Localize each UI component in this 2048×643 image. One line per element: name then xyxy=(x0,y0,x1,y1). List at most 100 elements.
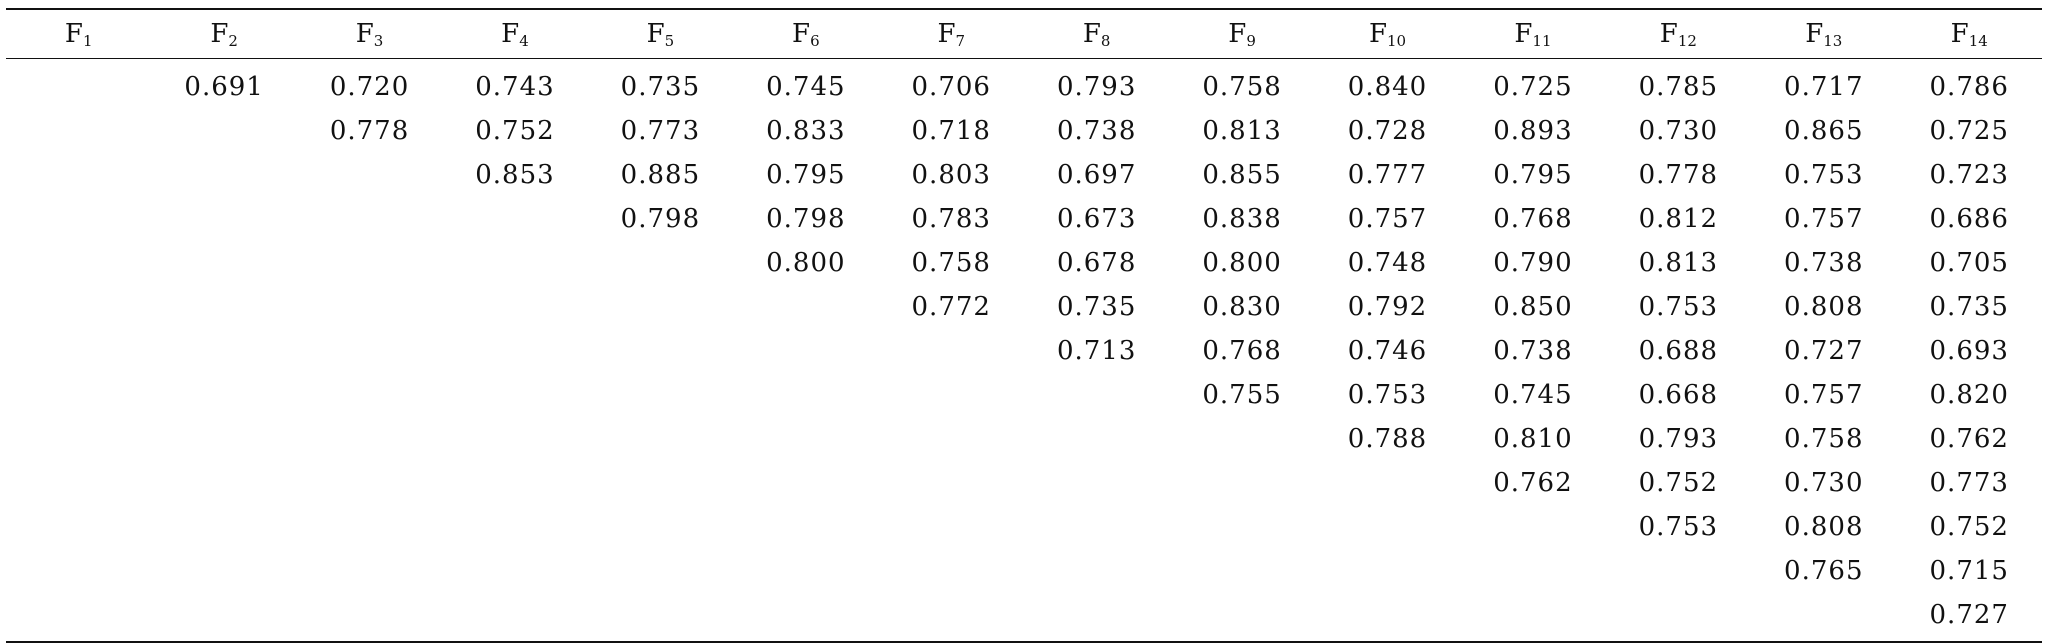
table-cell: 0.758 xyxy=(1784,424,1864,454)
table-cell: 0.725 xyxy=(1929,116,2009,146)
table-cell xyxy=(1169,461,1314,505)
header-row: F1 F2 F3 F4 F5 F6 F7 F8 F9 F10 F11 F12 F13 F14 xyxy=(6,9,2042,59)
table-cell: 0.715 xyxy=(1929,556,2009,586)
table-cell: 0.705 xyxy=(1929,248,2009,278)
table-cell xyxy=(6,153,151,197)
table-cell: 0.762 xyxy=(1929,424,2009,454)
table-cell: 0.783 xyxy=(911,204,991,234)
table-cell xyxy=(588,285,733,329)
table-cell xyxy=(588,241,733,285)
table-cell xyxy=(733,461,878,505)
table-cell xyxy=(879,461,1024,505)
table-cell xyxy=(297,593,442,642)
column-header: F12 xyxy=(1606,9,1751,59)
table-cell xyxy=(442,549,587,593)
table-cell xyxy=(151,593,296,642)
table-cell: 0.850 xyxy=(1493,292,1573,322)
table-cell xyxy=(1169,549,1314,593)
table-cell xyxy=(151,109,296,153)
table-cell: 0.753 xyxy=(1347,380,1428,410)
table-cell: 0.865 xyxy=(1784,116,1864,146)
table-cell xyxy=(1460,505,1605,549)
table-row: 0.800 0.758 0.678 0.800 0.748 0.790 0.813 0.738… xyxy=(6,241,2042,285)
table-cell: 0.813 xyxy=(1638,248,1719,278)
table-cell: 0.758 xyxy=(911,248,991,278)
table-cell xyxy=(1751,593,1896,642)
table-cell: 0.713 xyxy=(1056,336,1137,366)
column-header: F8 xyxy=(1024,9,1169,59)
table-cell xyxy=(1315,549,1460,593)
table-cell xyxy=(1169,505,1314,549)
table-cell xyxy=(297,549,442,593)
column-header-subscript: 10 xyxy=(1386,32,1407,50)
column-header-letter: F xyxy=(501,19,520,49)
table-cell xyxy=(879,505,1024,549)
table-cell xyxy=(151,241,296,285)
table-cell: 0.693 xyxy=(1929,336,2009,366)
table-cell xyxy=(151,461,296,505)
table-cell: 0.748 xyxy=(1347,248,1428,278)
table-cell xyxy=(6,417,151,461)
table-cell xyxy=(1606,549,1751,593)
table-cell xyxy=(1460,549,1605,593)
column-header-subscript: 13 xyxy=(1823,32,1843,50)
table-cell: 0.753 xyxy=(1638,512,1719,542)
table-cell: 0.725 xyxy=(1493,72,1573,102)
column-header-subscript: 14 xyxy=(1968,32,1988,50)
table-cell: 0.752 xyxy=(1929,512,2009,542)
table-cell: 0.738 xyxy=(1056,116,1137,146)
table-row: 0.765 0.715 xyxy=(6,549,2042,593)
table-row: 0.762 0.752 0.730 0.773 xyxy=(6,461,2042,505)
column-header-letter: F xyxy=(64,19,83,49)
table-cell: 0.730 xyxy=(1638,116,1719,146)
table-row: 0.713 0.768 0.746 0.738 0.688 0.727 0.693 xyxy=(6,329,2042,373)
table-cell: 0.735 xyxy=(1056,292,1137,322)
table-row: 0.727 xyxy=(6,593,2042,642)
table-cell: 0.812 xyxy=(1638,204,1719,234)
table-cell: 0.813 xyxy=(1202,116,1282,146)
table-cell xyxy=(588,417,733,461)
table-cell xyxy=(151,197,296,241)
column-header: F6 xyxy=(733,9,878,59)
column-header: F9 xyxy=(1169,9,1314,59)
table-cell xyxy=(733,417,878,461)
table-cell: 0.795 xyxy=(766,160,846,190)
table-cell xyxy=(879,329,1024,373)
column-header-subscript: 9 xyxy=(1246,32,1256,50)
table-cell xyxy=(588,329,733,373)
column-header-subscript: 3 xyxy=(373,32,384,50)
table-cell: 0.727 xyxy=(1929,600,2009,630)
table-cell xyxy=(442,593,587,642)
table-cell: 0.840 xyxy=(1347,72,1428,102)
table-cell: 0.885 xyxy=(620,160,701,190)
table-cell: 0.765 xyxy=(1784,556,1864,586)
table-cell: 0.778 xyxy=(329,116,410,146)
table-cell xyxy=(6,505,151,549)
table-cell: 0.735 xyxy=(1929,292,2009,322)
table-cell xyxy=(1024,505,1169,549)
table-cell: 0.785 xyxy=(1638,72,1719,102)
column-header: F7 xyxy=(879,9,1024,59)
table-row: 0.755 0.753 0.745 0.668 0.757 0.820 xyxy=(6,373,2042,417)
table-cell: 0.830 xyxy=(1202,292,1282,322)
column-header: F10 xyxy=(1315,9,1460,59)
table-cell: 0.752 xyxy=(1638,468,1719,498)
table-cell: 0.720 xyxy=(329,72,410,102)
table-cell xyxy=(588,505,733,549)
table-cell: 0.820 xyxy=(1929,380,2009,410)
table-cell xyxy=(6,549,151,593)
table-cell: 0.790 xyxy=(1493,248,1573,278)
table-cell xyxy=(442,197,587,241)
table-cell: 0.743 xyxy=(475,72,555,102)
table-cell xyxy=(151,549,296,593)
table-cell: 0.755 xyxy=(1202,380,1282,410)
table-cell: 0.768 xyxy=(1202,336,1282,366)
table-cell xyxy=(1024,417,1169,461)
table-cell xyxy=(879,549,1024,593)
table-cell xyxy=(588,461,733,505)
table-cell: 0.691 xyxy=(184,72,264,102)
table-cell xyxy=(442,505,587,549)
table-cell: 0.678 xyxy=(1056,248,1137,278)
table-cell: 0.855 xyxy=(1202,160,1282,190)
table-cell: 0.793 xyxy=(1056,72,1137,102)
